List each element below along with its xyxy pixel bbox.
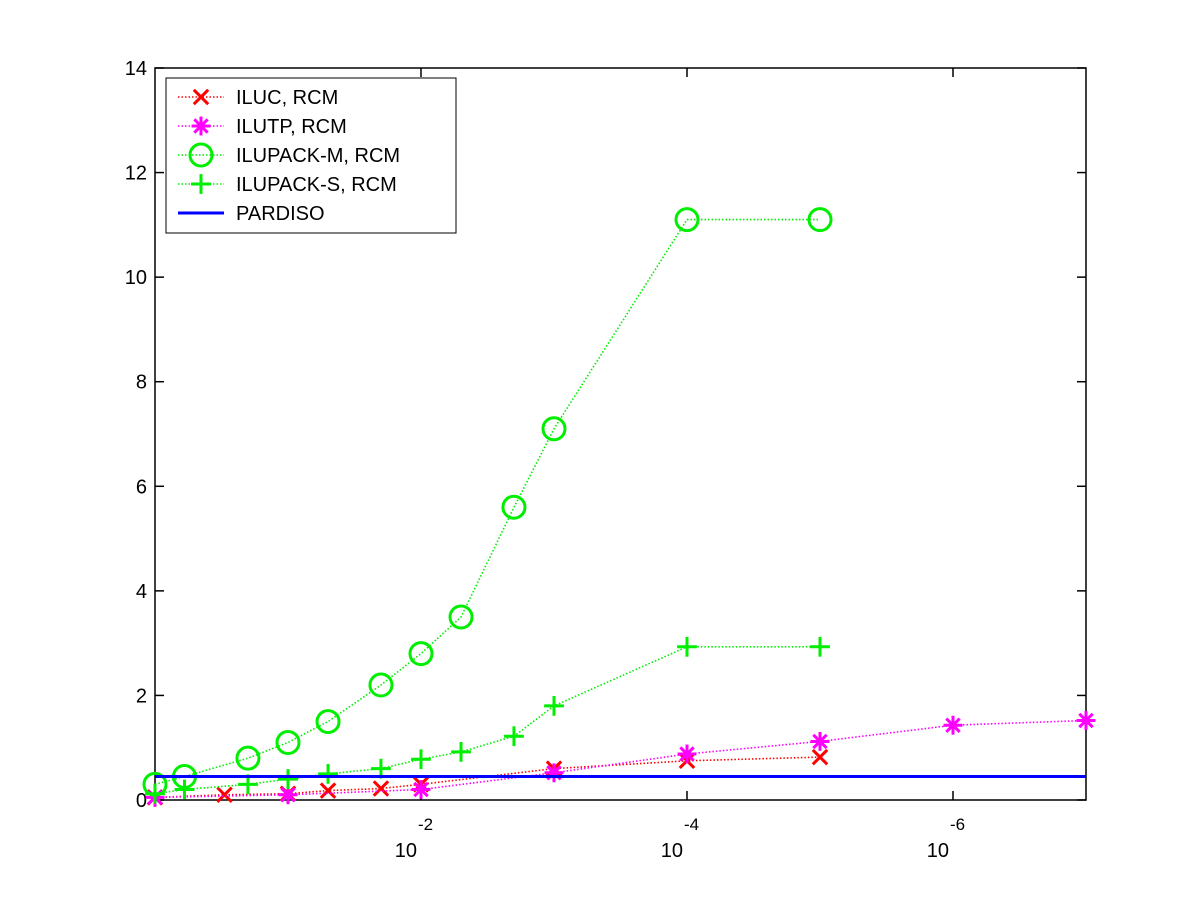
- y-tick-label: 8: [136, 372, 147, 394]
- x-tick-base: 10: [395, 840, 417, 862]
- x-tick-exponent: -6: [950, 815, 965, 834]
- data-point: [811, 748, 829, 766]
- legend-entry: PARDISO: [178, 203, 325, 225]
- data-point: [541, 416, 567, 442]
- data-point: [145, 783, 165, 804]
- legend-label: ILUPACK-S, RCM: [236, 174, 397, 196]
- data-point: [504, 726, 524, 747]
- series-3: [145, 636, 830, 804]
- legend-label: ILUC, RCM: [236, 87, 338, 109]
- data-point: [677, 636, 697, 657]
- legend-marker: [192, 88, 210, 106]
- data-point: [411, 780, 431, 799]
- data-point: [408, 641, 434, 667]
- data-point: [275, 729, 301, 755]
- data-point: [810, 731, 830, 751]
- y-tick-label: 10: [125, 267, 147, 289]
- data-point: [411, 749, 431, 770]
- x-tick-exponent: -4: [684, 815, 699, 834]
- data-point: [501, 494, 527, 520]
- data-point: [544, 695, 564, 716]
- legend-entry: ILUTP, RCM: [178, 116, 347, 138]
- data-point: [943, 715, 963, 735]
- series-layer: [142, 207, 1096, 807]
- legend-marker: [191, 174, 211, 194]
- x-tick-exponent: -2: [418, 815, 433, 834]
- y-tick-label: 2: [136, 685, 147, 707]
- data-point: [368, 672, 394, 698]
- data-point: [807, 207, 833, 233]
- data-point: [319, 782, 337, 799]
- y-tick-label: 4: [136, 581, 147, 603]
- y-tick-label: 14: [125, 58, 147, 80]
- series-1: [145, 711, 1096, 807]
- y-tick-label: 0: [136, 790, 147, 812]
- data-point: [372, 780, 390, 797]
- data-point: [278, 769, 298, 789]
- data-point: [318, 763, 338, 784]
- data-point: [544, 763, 564, 783]
- legend-box: [165, 77, 457, 234]
- data-point: [810, 636, 830, 657]
- y-tick-label: 6: [136, 476, 147, 498]
- y-tick-label: 12: [125, 163, 147, 185]
- data-point: [451, 741, 471, 762]
- legend-label: ILUPACK-M, RCM: [236, 145, 400, 167]
- data-point: [235, 745, 261, 771]
- legend-label: PARDISO: [236, 203, 325, 225]
- legend-label: ILUTP, RCM: [236, 116, 347, 138]
- x-tick-base: 10: [661, 840, 683, 862]
- legend: ILUC, RCM ILUTP, RCM ILUPACK-M, RCM ILUPACK…: [165, 77, 457, 234]
- data-point: [315, 709, 341, 735]
- data-point: [174, 779, 195, 800]
- series-line: [154, 719, 1087, 799]
- data-point: [216, 786, 233, 804]
- series-line: [154, 645, 820, 795]
- legend-marker: [188, 142, 214, 168]
- legend-marker: [191, 116, 211, 136]
- data-point: [674, 207, 700, 233]
- legend-entry: ILUPACK-S, RCM: [178, 174, 397, 196]
- legend-entry: ILUPACK-M, RCM: [178, 142, 400, 168]
- x-tick-base: 10: [927, 840, 949, 862]
- data-point: [278, 785, 298, 805]
- legend-entry: ILUC, RCM: [178, 87, 338, 109]
- data-point: [677, 744, 697, 764]
- data-point: [448, 604, 474, 630]
- data-point: [1076, 711, 1096, 730]
